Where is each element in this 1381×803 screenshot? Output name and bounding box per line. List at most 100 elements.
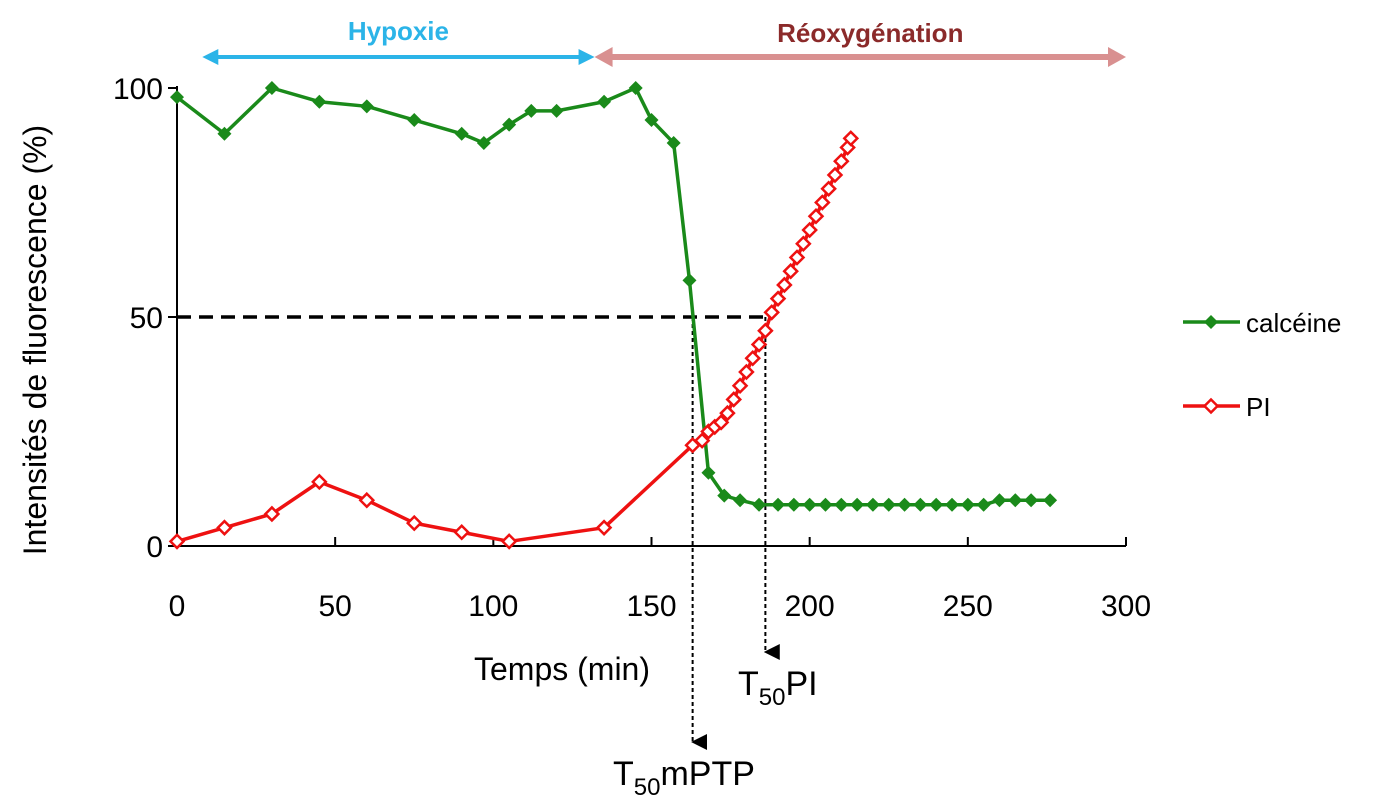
pi-point xyxy=(712,414,730,431)
pi-point xyxy=(826,166,844,184)
pi-point xyxy=(595,519,613,536)
pi-point xyxy=(769,290,787,307)
calceine-point xyxy=(1043,493,1058,508)
calceine-point xyxy=(865,497,880,512)
calceine-point xyxy=(701,465,716,480)
calceine-point xyxy=(818,497,833,512)
calceine-point xyxy=(992,493,1007,508)
x-tick-label: 300 xyxy=(1101,590,1151,623)
pi-point xyxy=(693,432,711,449)
pi-point xyxy=(405,514,423,532)
pi-point xyxy=(263,505,281,523)
hypoxie-label: Hypoxie xyxy=(348,16,449,46)
calceine-point xyxy=(1024,493,1039,508)
legend: calcéine PI xyxy=(1183,308,1341,422)
x-tick-label: 100 xyxy=(468,590,518,623)
y-axis-title: Intensités de fluorescence (%) xyxy=(17,125,53,555)
calceine-markers xyxy=(170,81,1058,512)
calceine-point xyxy=(476,135,491,150)
calceine-point xyxy=(771,497,786,512)
pi-point xyxy=(833,153,850,170)
t50-pi-suffix: PI xyxy=(785,665,817,703)
calceine-point xyxy=(264,81,279,95)
calceine-point xyxy=(929,497,944,512)
pi-point xyxy=(168,533,186,550)
legend-item-pi: PI xyxy=(1183,392,1271,422)
threshold-guides xyxy=(177,315,780,750)
calceine-point xyxy=(802,497,817,512)
t50-pi-subscript: 50 xyxy=(759,684,786,711)
pi-point xyxy=(738,363,755,381)
calceine-point xyxy=(850,497,865,512)
pi-point xyxy=(820,180,837,198)
calceine-point xyxy=(682,273,697,288)
t50-mptp-label: T50mPTP xyxy=(613,755,755,801)
series-calceine xyxy=(170,81,1058,512)
legend-pi-marker xyxy=(1202,397,1220,415)
legend-pi-label: PI xyxy=(1246,392,1271,422)
pi-point xyxy=(311,473,328,491)
pi-point xyxy=(358,491,376,509)
legend-calceine-label: calcéine xyxy=(1246,308,1341,338)
legend-calceine-marker xyxy=(1204,315,1218,329)
pi-point xyxy=(731,377,749,394)
pi-point xyxy=(788,249,806,266)
calceine-point xyxy=(897,497,912,512)
pi-point xyxy=(757,322,774,340)
y-tick-label: 0 xyxy=(146,531,163,564)
x-tick-label: 200 xyxy=(785,590,835,623)
calceine-point xyxy=(454,126,469,141)
t50-mptp-subscript: 50 xyxy=(634,774,661,801)
calceine-point xyxy=(549,103,564,118)
t50-pi-label: T50PI xyxy=(738,665,818,711)
pi-point xyxy=(744,349,761,367)
t50-mptp-suffix: mPTP xyxy=(660,755,754,793)
y-tick-label: 50 xyxy=(130,302,163,335)
pi-point xyxy=(801,221,818,239)
pi-point xyxy=(782,262,799,280)
phase-annotations: Hypoxie Réoxygénation xyxy=(202,16,1126,67)
t50-mptp-main: T xyxy=(613,755,634,793)
calceine-point xyxy=(359,99,374,114)
calceine-point xyxy=(407,113,422,128)
calceine-line xyxy=(175,86,1051,507)
pi-point xyxy=(814,194,831,211)
pi-point xyxy=(807,207,825,225)
pi-point xyxy=(763,304,780,321)
pi-point xyxy=(719,404,736,422)
hypoxie-arrow: Hypoxie xyxy=(202,16,595,65)
reoxygenation-arrow: Réoxygénation xyxy=(594,18,1126,67)
hypoxie-arrow-head-right xyxy=(578,49,595,65)
reoxygenation-arrow-head-left xyxy=(594,47,613,67)
calceine-point xyxy=(597,94,612,109)
calceine-point xyxy=(976,497,991,512)
calceine-point xyxy=(960,497,975,512)
pi-point xyxy=(453,523,470,541)
calceine-point xyxy=(628,81,643,95)
calceine-point xyxy=(717,488,732,503)
calceine-point xyxy=(752,497,767,512)
pi-point xyxy=(725,391,743,408)
calceine-point xyxy=(312,94,327,109)
calceine-point xyxy=(502,117,517,132)
x-tick-label: 150 xyxy=(626,590,676,623)
calceine-point xyxy=(913,497,928,512)
series-pi xyxy=(168,130,860,550)
x-tick-label: 250 xyxy=(943,590,993,623)
y-ticks: 0 50 100 xyxy=(113,73,177,564)
x-axis-title: Temps (min) xyxy=(474,651,650,687)
legend-item-calceine: calcéine xyxy=(1183,308,1341,338)
pi-line xyxy=(176,137,853,544)
x-tick-label: 50 xyxy=(318,590,351,623)
t50-pi-main: T xyxy=(738,665,759,703)
pi-markers xyxy=(168,130,860,550)
calceine-point xyxy=(786,497,801,512)
calceine-point xyxy=(733,493,748,508)
x-ticks: 0 50 100 150 200 250 300 xyxy=(169,537,1151,623)
pi-point xyxy=(842,130,860,147)
calceine-point xyxy=(170,90,184,105)
calceine-point xyxy=(945,497,960,512)
pi-point xyxy=(216,519,233,536)
pi-point xyxy=(500,533,518,550)
